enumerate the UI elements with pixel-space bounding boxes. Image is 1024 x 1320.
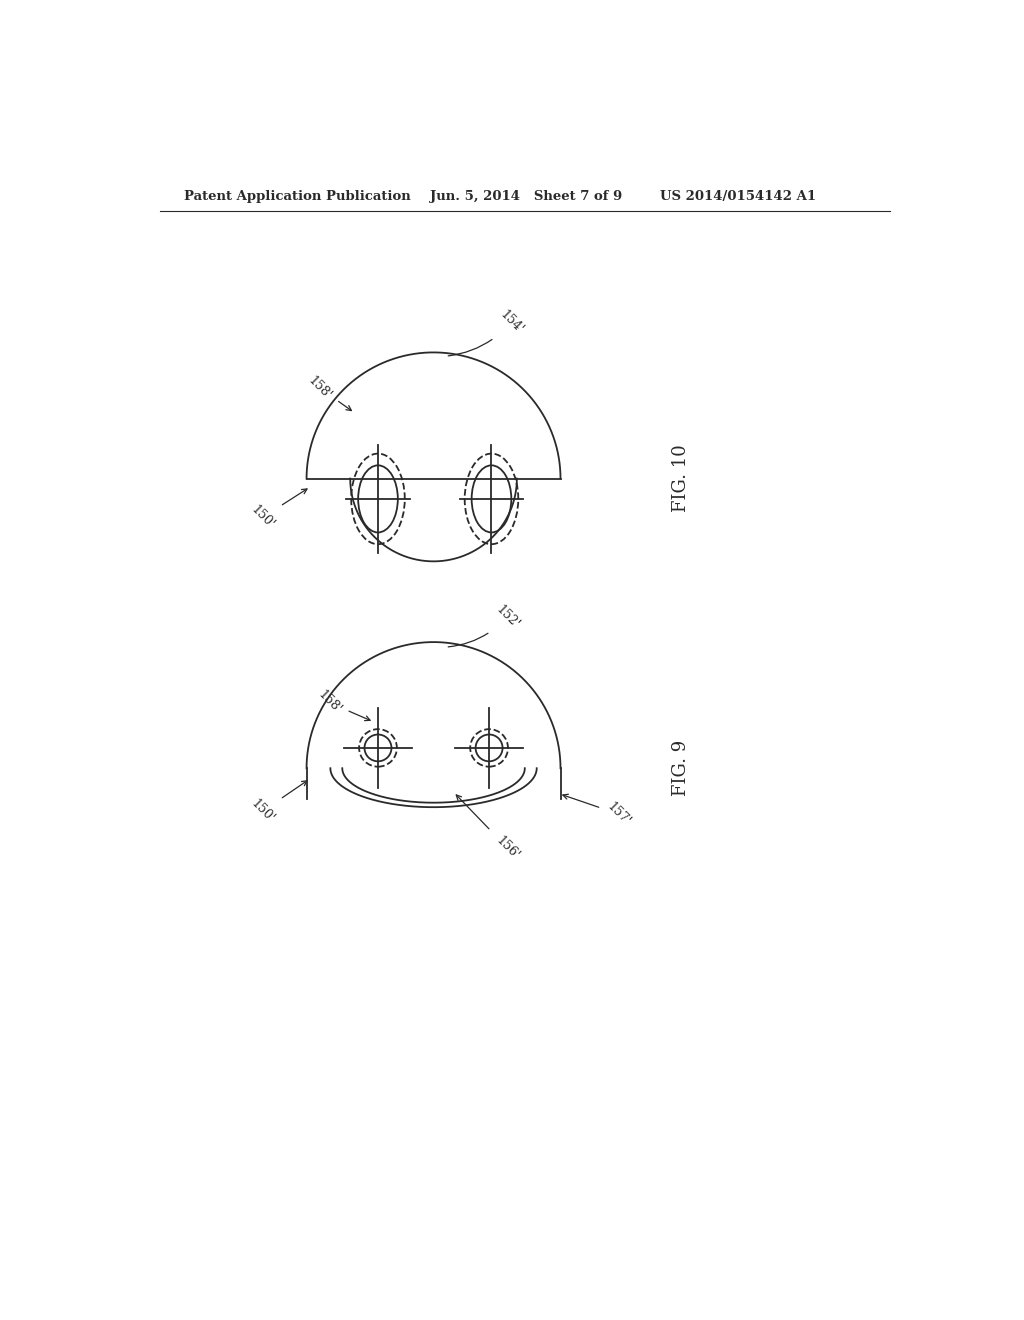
Text: 156': 156' — [457, 795, 521, 862]
Text: Patent Application Publication: Patent Application Publication — [183, 190, 411, 202]
Text: 157': 157' — [563, 795, 633, 828]
Text: US 2014/0154142 A1: US 2014/0154142 A1 — [659, 190, 816, 202]
Text: 158': 158' — [315, 688, 370, 721]
Text: FIG. 9: FIG. 9 — [672, 741, 689, 796]
Text: 152': 152' — [449, 602, 521, 647]
Text: Jun. 5, 2014   Sheet 7 of 9: Jun. 5, 2014 Sheet 7 of 9 — [430, 190, 622, 202]
Text: 150': 150' — [249, 780, 307, 825]
Text: 158': 158' — [305, 374, 351, 411]
Text: FIG. 10: FIG. 10 — [672, 445, 689, 512]
Text: 150': 150' — [249, 488, 307, 532]
Text: 154': 154' — [449, 308, 525, 356]
